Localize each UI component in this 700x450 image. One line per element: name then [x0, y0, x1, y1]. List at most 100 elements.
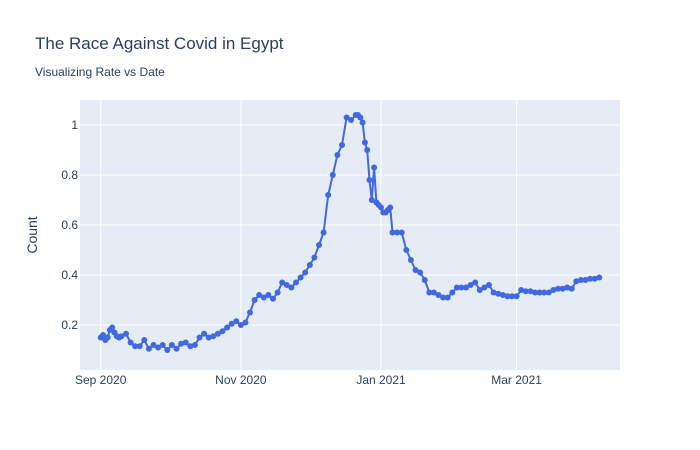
data-point	[426, 289, 433, 296]
data-point	[430, 289, 437, 296]
data-point	[463, 284, 469, 291]
data-point	[127, 339, 134, 346]
data-point	[224, 324, 231, 331]
data-point	[394, 229, 401, 236]
data-point	[302, 269, 309, 276]
data-point	[449, 289, 456, 296]
data-point	[329, 172, 336, 178]
data-point	[201, 330, 208, 337]
data-point	[513, 293, 520, 300]
data-point	[532, 289, 538, 296]
data-point	[210, 333, 217, 340]
data-point	[145, 345, 152, 352]
data-point	[265, 292, 272, 298]
data-point	[587, 275, 594, 282]
data-point	[251, 297, 258, 303]
x-tick-label: Jan 2021	[356, 373, 406, 387]
data-point	[361, 139, 368, 146]
data-point	[481, 284, 488, 291]
tick-labels: 0.2 0.4 0.6 0.8 1 Sep 2020 Nov 2020 Jan 2021 Mar…	[61, 118, 542, 387]
y-tick-label: 1	[71, 118, 78, 132]
data-point	[435, 292, 442, 298]
x-tick-label: Nov 2020	[215, 373, 267, 387]
data-point	[168, 342, 175, 348]
data-point	[320, 229, 327, 236]
data-point	[109, 324, 116, 331]
data-point	[559, 285, 566, 292]
data-point	[164, 347, 171, 353]
data-point	[564, 284, 571, 291]
data-point	[205, 334, 212, 341]
data-point	[378, 204, 384, 211]
data-point	[486, 282, 492, 288]
data-point	[359, 119, 366, 126]
data-point	[159, 342, 166, 348]
data-point	[339, 142, 345, 148]
data-point	[233, 318, 240, 325]
data-point	[407, 257, 414, 263]
data-point	[536, 289, 543, 296]
data-point	[219, 328, 226, 335]
plot-area	[80, 100, 620, 370]
data-point	[270, 295, 276, 302]
data-point	[403, 247, 410, 253]
x-tick-label: Mar 2021	[491, 373, 542, 387]
data-point	[237, 322, 244, 328]
data-point	[334, 152, 341, 158]
data-point	[467, 282, 474, 288]
data-point	[518, 287, 525, 293]
data-point	[316, 242, 322, 248]
data-point	[155, 344, 162, 351]
chart-title: The Race Against Covid in Egypt	[35, 34, 284, 53]
data-point	[495, 290, 502, 297]
y-tick-label: 0.4	[61, 268, 78, 282]
data-point	[357, 114, 364, 121]
data-point	[247, 309, 253, 316]
data-point	[256, 292, 263, 298]
data-point	[325, 192, 332, 198]
data-point	[283, 282, 290, 288]
data-point	[343, 114, 350, 121]
data-point	[364, 147, 371, 153]
data-point	[596, 274, 603, 281]
data-point	[150, 342, 157, 348]
y-tick-label: 0.8	[61, 168, 78, 182]
x-tick-label: Sep 2020	[75, 373, 127, 387]
data-point	[522, 288, 529, 295]
data-point	[421, 277, 428, 283]
data-point	[274, 289, 281, 296]
data-point	[191, 342, 198, 348]
data-point	[348, 117, 355, 123]
y-tick-label: 0.2	[61, 318, 78, 332]
data-point	[453, 284, 460, 291]
data-point	[214, 330, 221, 337]
data-point	[550, 287, 557, 293]
data-point	[398, 229, 405, 236]
y-axis-label: Count	[24, 216, 40, 253]
data-point	[458, 284, 465, 291]
data-point	[582, 277, 589, 283]
data-point	[132, 343, 139, 350]
data-point	[555, 285, 561, 292]
data-point	[368, 197, 375, 203]
series-group	[97, 112, 603, 353]
data-point	[476, 287, 483, 293]
data-point	[472, 279, 479, 286]
data-point	[178, 340, 185, 347]
data-point	[371, 164, 378, 171]
data-point	[577, 277, 584, 283]
data-point	[509, 293, 515, 300]
data-point	[490, 289, 497, 296]
data-point	[417, 269, 424, 276]
chart-subtitle: Visualizing Rate vs Date	[35, 65, 165, 79]
data-point	[187, 343, 194, 350]
data-point	[136, 343, 143, 350]
data-point	[412, 267, 419, 273]
data-point	[196, 334, 203, 341]
data-point	[118, 333, 125, 340]
data-point	[387, 204, 394, 211]
data-point	[527, 288, 534, 295]
data-point	[293, 279, 299, 286]
data-point	[504, 293, 511, 300]
